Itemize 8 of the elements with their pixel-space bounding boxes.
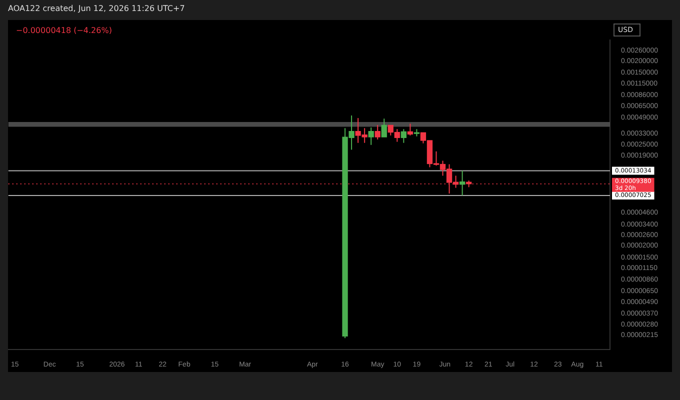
candlestick [381, 118, 387, 138]
candlestick [374, 124, 380, 140]
candlestick [459, 170, 466, 196]
candlestick [400, 128, 406, 144]
candlestick [368, 127, 374, 146]
chart-subtitle: −0.00000418 (−4.26%) [16, 26, 112, 35]
candlestick [407, 123, 414, 136]
chart-title: AOA122 created, Jun 12, 2026 11:26 UTC+7 [7, 3, 186, 15]
